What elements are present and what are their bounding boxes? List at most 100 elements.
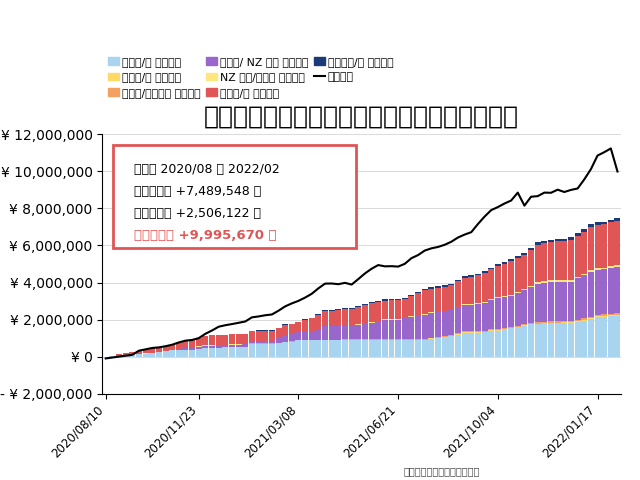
Bar [515, 256, 521, 258]
Bar [282, 342, 288, 357]
Bar [568, 282, 574, 321]
Bar [568, 280, 574, 282]
Bar [461, 278, 468, 304]
Bar [515, 258, 521, 292]
Bar [249, 331, 255, 341]
Bar [548, 240, 554, 242]
Bar [548, 282, 554, 322]
Bar [149, 348, 156, 353]
Text: 実現損益： +7,489,548 円: 実現損益： +7,489,548 円 [134, 185, 260, 198]
Bar [388, 300, 394, 319]
Bar [329, 326, 335, 339]
Bar [449, 336, 454, 357]
Bar [522, 289, 527, 290]
Bar [402, 298, 408, 299]
Bar [236, 345, 242, 347]
Bar [581, 232, 588, 274]
Bar [555, 282, 561, 321]
Bar [449, 285, 454, 310]
Bar [355, 307, 361, 324]
Bar [515, 292, 521, 293]
合計損益 [135, 348, 143, 354]
合計損益 [321, 281, 329, 287]
Bar [455, 308, 461, 334]
Bar [402, 318, 408, 339]
Bar [449, 335, 454, 336]
Bar [508, 261, 514, 295]
Bar [502, 264, 508, 296]
Bar [136, 351, 142, 354]
Bar [481, 332, 488, 333]
Bar [308, 340, 315, 357]
合計損益 [188, 337, 196, 343]
Bar [481, 333, 488, 357]
Bar [455, 281, 461, 307]
Bar [522, 253, 527, 255]
Bar [555, 323, 561, 357]
Bar [475, 275, 481, 303]
Bar [209, 336, 215, 346]
Bar [528, 286, 534, 287]
Bar [481, 303, 488, 331]
Bar [601, 225, 607, 268]
Title: コンサルトラリピの週次報告（ナローレンジ）: コンサルトラリピの週次報告（ナローレンジ） [204, 104, 519, 128]
合計損益 [361, 271, 369, 276]
Bar [335, 326, 341, 339]
Bar [422, 339, 428, 340]
Bar [488, 331, 494, 357]
Bar [302, 340, 308, 357]
Bar [415, 315, 421, 339]
Legend: 米ドル/円 実現損益, ユーロ/円 実現損益, ユーロ/英ポンド 実現損益, 豪ドル/ NZ ドル 実現損益, NZ ドル/米ドル 実現損益, 加ドル/円 実現: 米ドル/円 実現損益, ユーロ/円 実現損益, ユーロ/英ポンド 実現損益, 豪… [108, 57, 394, 98]
Bar [415, 291, 421, 293]
Bar [388, 340, 394, 357]
Bar [601, 317, 607, 357]
Bar [535, 284, 541, 323]
Bar [502, 296, 508, 297]
Bar [355, 306, 361, 307]
Bar [189, 340, 195, 348]
Bar [601, 316, 607, 317]
Bar [382, 340, 388, 357]
Bar [428, 287, 435, 288]
合計損益 [102, 356, 109, 361]
Bar [595, 315, 600, 316]
Bar [329, 311, 335, 326]
Bar [449, 310, 454, 311]
Bar [216, 335, 221, 345]
Bar [468, 332, 474, 333]
Bar [588, 319, 594, 357]
Bar [522, 255, 527, 289]
Bar [595, 225, 600, 268]
合計損益 [268, 312, 276, 317]
Bar [522, 325, 527, 326]
Bar [136, 354, 142, 357]
Bar [182, 350, 188, 357]
Bar [588, 272, 594, 317]
Bar [481, 302, 488, 303]
Bar [561, 321, 567, 323]
Bar [608, 315, 614, 316]
Bar [395, 339, 401, 340]
Bar [508, 296, 514, 327]
Bar [282, 335, 288, 342]
Bar [382, 339, 388, 340]
Bar [349, 308, 355, 309]
Bar [481, 331, 488, 332]
Bar [595, 222, 600, 225]
Bar [502, 327, 508, 328]
Bar [395, 320, 401, 339]
Bar [176, 343, 182, 349]
Bar [408, 340, 415, 357]
Bar [243, 347, 248, 357]
Bar [468, 333, 474, 357]
Bar [408, 295, 415, 296]
Bar [236, 335, 242, 345]
Bar [449, 311, 454, 335]
Bar [395, 300, 401, 319]
Bar [202, 346, 209, 348]
Bar [568, 240, 574, 280]
Bar [502, 297, 508, 327]
Bar [468, 305, 474, 331]
Bar [614, 316, 620, 357]
Bar [488, 330, 494, 331]
